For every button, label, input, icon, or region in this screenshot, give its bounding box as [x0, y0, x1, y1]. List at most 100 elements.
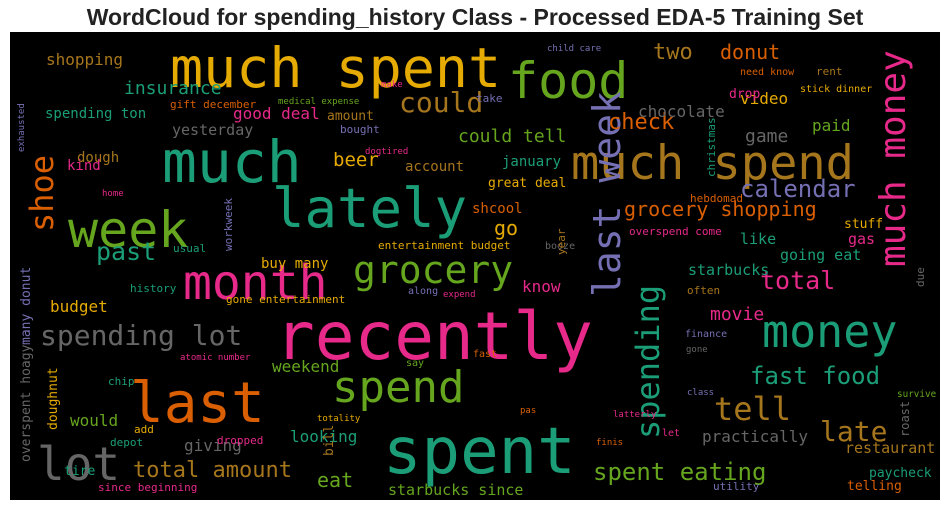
wordcloud-word-could: could [399, 86, 483, 119]
wordcloud-word-video: video [740, 89, 788, 108]
wordcloud-word-drop: drop [729, 87, 760, 102]
wordcloud-word-along: along [408, 286, 438, 297]
wordcloud-word-weekend: weekend [272, 357, 339, 376]
wordcloud-word-due: due [914, 267, 927, 287]
wordcloud-word-shoe: shoe [23, 155, 61, 232]
wordcloud-word-kind: kind [67, 158, 101, 174]
wordcloud-word-eat: eat [317, 468, 353, 492]
wordcloud-word-bill: bill [322, 425, 337, 456]
wordcloud-word-dough: dough [77, 150, 119, 166]
wordcloud-word-pas: pas [520, 406, 536, 416]
wordcloud-word-giving: giving [184, 436, 242, 455]
wordcloud-word-practically: practically [702, 427, 808, 446]
wordcloud-word-rent: rent [816, 65, 843, 78]
wordcloud-word-insurance: insurance [124, 78, 222, 99]
wordcloud-word-lot: lot [37, 437, 120, 491]
wordcloud-word-check: check [608, 110, 674, 135]
wordcloud-word-overspent-hoagy: overspent hoagy [19, 344, 34, 462]
wordcloud-word-entertainment-budget: entertainment budget [378, 239, 510, 252]
wordcloud-word-usual: usual [173, 242, 206, 255]
wordcloud-word-tire: tire [64, 464, 95, 479]
wordcloud-word-spend: spend [332, 362, 464, 413]
wordcloud-word-survive: survive [897, 389, 937, 400]
wordcloud-word-going-eat: going eat [780, 246, 861, 264]
wordcloud-word-know: know [522, 277, 561, 296]
wordcloud-word-gone-entertainment: gone entertainment [226, 293, 345, 306]
chart-title: WordCloud for spending_history Class - P… [86, 4, 864, 30]
wordcloud: much spent food much money much much spend la… [10, 32, 940, 500]
wordcloud-word-starbucks-since: starbucks since [388, 481, 523, 499]
wordcloud-word-two: two [653, 40, 693, 65]
wordcloud-word-much-money: much money [873, 50, 914, 267]
wordcloud-word-fast: fast [473, 349, 497, 360]
wordcloud-word-donut: donut [720, 40, 780, 64]
wordcloud-word-dogtired: dogtired [365, 147, 408, 157]
wordcloud-word-much: much [162, 128, 302, 196]
wordcloud-word-spending-lot: spending lot [40, 319, 242, 352]
wordcloud-word-since-beginning: since beginning [98, 481, 197, 494]
wordcloud-word-let: let [662, 428, 680, 439]
wordcloud-word-late: late [820, 415, 887, 448]
wordcloud-word-chocolate: chocolate [638, 102, 725, 121]
wordcloud-word-say: say [406, 358, 424, 369]
wordcloud-word-total-amount: total amount [133, 458, 292, 483]
wordcloud-word-movie: movie [710, 304, 764, 325]
wordcloud-word-could-tell: could tell [458, 126, 566, 147]
wordcloud-word-amount: amount [327, 109, 374, 124]
wordcloud-word-atomic-number: atomic number [180, 353, 251, 363]
wordcloud-word-workweek: workweek [222, 198, 235, 251]
wordcloud-word-budget: budget [50, 297, 108, 316]
wordcloud-word-shopping: shopping [46, 50, 123, 69]
wordcloud-word-gone: gone [686, 345, 708, 355]
wordcloud-word-class: class [687, 388, 714, 398]
wordcloud-word-take: take [476, 92, 503, 105]
wordcloud-word-like: like [740, 230, 776, 248]
wordcloud-word-game: game [745, 126, 788, 147]
wordcloud-word-recently: recently [275, 298, 593, 375]
wordcloud-word-finance: finance [685, 329, 727, 340]
wordcloud-word-exhausted: exhausted [17, 103, 27, 152]
wordcloud-word-tell: tell [714, 390, 791, 428]
wordcloud-word-child-care: child care [547, 44, 601, 54]
wordcloud-word-paid: paid [812, 116, 851, 135]
wordcloud-word-gas: gas [848, 230, 875, 248]
wordcloud-word-finis: finis [596, 438, 623, 448]
wordcloud-word-starbucks: starbucks [688, 261, 769, 279]
wordcloud-word-hebdomad: hebdomad [690, 192, 743, 205]
wordcloud-word-often: often [687, 284, 720, 297]
wordcloud-word-year: year [555, 228, 568, 255]
wordcloud-word-buy-many: buy many [261, 256, 328, 272]
wordcloud-word-expend: expend [443, 290, 476, 300]
wordcloud-word-stick-dinner: stick dinner [800, 84, 872, 95]
wordcloud-word-month: month [183, 255, 328, 311]
wordcloud-word-home: home [102, 189, 124, 199]
wordcloud-word-gift-december: gift december [170, 98, 256, 111]
wordcloud-word-restaurant: restaurant [845, 439, 935, 457]
wordcloud-word-medical-expense: medical expense [278, 97, 359, 107]
wordcloud-word-fast-food: fast food [750, 362, 880, 390]
wordcloud-word-overspend-come: overspend come [629, 225, 722, 238]
wordcloud-word-stuff: stuff [844, 217, 883, 232]
wordcloud-word-history: history [130, 282, 177, 295]
wordcloud-word-make: make [381, 80, 403, 90]
wordcloud-word-grocery: grocery [353, 248, 513, 292]
wordcloud-word-booze: booze [545, 241, 575, 252]
wordcloud-word-telling: telling [847, 479, 902, 494]
wordcloud-word-need-know: need know [740, 67, 795, 78]
wordcloud-word-account: account [405, 159, 464, 175]
wordcloud-word-latterly: latterly [613, 410, 657, 420]
wordcloud-word-lately: lately [272, 177, 467, 240]
wordcloud-word-paycheck: paycheck [869, 466, 932, 481]
wordcloud-word-bought: bought [340, 123, 380, 136]
wordcloud-word-last-week: last week [585, 91, 629, 297]
wordcloud-word-doughnut: doughnut [46, 367, 61, 430]
wordcloud-word-spent-eating: spent eating [593, 458, 766, 486]
wordcloud-word-spending-ton: spending ton [45, 106, 146, 122]
wordcloud-word-would: would [70, 411, 118, 430]
wordcloud-word-looking: looking [290, 427, 357, 446]
wordcloud-word-spent: spent [383, 415, 576, 489]
wordcloud-word-january: january [502, 154, 561, 170]
wordcloud-word-much-spend: much spend [571, 136, 854, 191]
wordcloud-word-total: total [760, 266, 835, 295]
